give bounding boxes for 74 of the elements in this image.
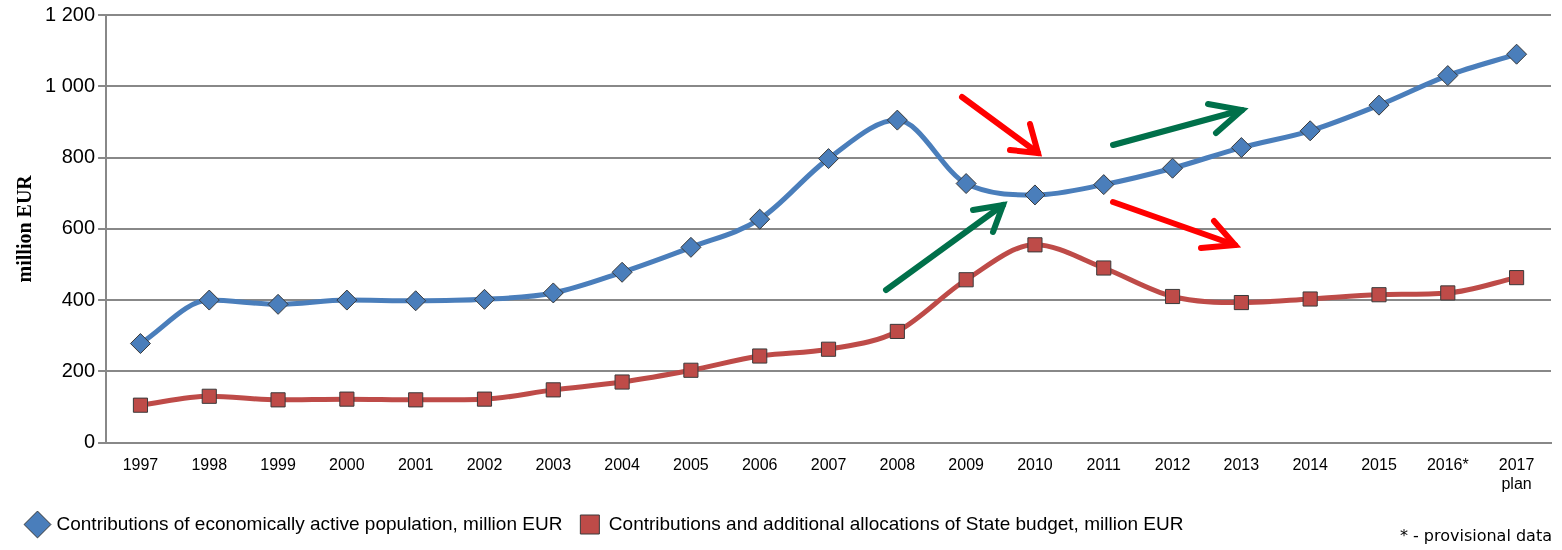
x-tick-label: 2004	[604, 455, 640, 473]
point	[132, 397, 149, 413]
point	[545, 382, 561, 398]
y-tick-label: 200	[61, 358, 96, 381]
x-tick-label: 2000	[329, 455, 365, 473]
point	[752, 348, 768, 364]
y-tick-label: 800	[61, 145, 96, 168]
x-tick-label: 1999	[260, 455, 296, 473]
x-tick-label: 2006	[741, 455, 778, 473]
point	[614, 374, 630, 390]
y-axis-title: million EUR	[13, 174, 36, 283]
legend-label: Contributions of economically active population, million EUR	[56, 512, 563, 534]
point	[886, 109, 908, 131]
point	[476, 391, 493, 407]
point	[1093, 174, 1115, 196]
x-tick-label: 1998	[191, 455, 228, 473]
x-tick-label: 2009	[948, 455, 985, 473]
point	[749, 208, 771, 230]
x-tick-label: 2011	[1086, 455, 1122, 473]
point	[336, 289, 358, 311]
y-tick-label: 1 200	[44, 2, 96, 25]
x-tick-label: 2012	[1154, 455, 1191, 473]
point	[473, 288, 495, 310]
point	[611, 261, 633, 283]
x-tick-label: 2008	[879, 455, 916, 473]
legend-label: Contributions and additional allocations of State budget, million EUR	[608, 512, 1184, 534]
point	[1437, 65, 1459, 87]
point	[1509, 270, 1525, 286]
x-tick-label: 1997	[122, 455, 159, 473]
x-tick-label: 2014	[1292, 455, 1329, 473]
x-tick-label: 2001	[397, 455, 434, 473]
point	[1440, 285, 1456, 301]
x-tick-label: 2007	[810, 455, 847, 473]
point	[889, 323, 905, 339]
x-tick-label: 2016*	[1426, 455, 1469, 473]
point	[267, 293, 289, 315]
point	[1162, 157, 1184, 179]
point	[1368, 94, 1390, 116]
x-tick-label: 2013	[1223, 455, 1260, 473]
x-tick-label: 2017 plan	[1498, 455, 1535, 492]
y-tick-label: 0	[83, 430, 96, 453]
y-tick-label: 400	[61, 287, 96, 310]
point	[1371, 287, 1387, 303]
point	[958, 272, 974, 288]
point	[1096, 260, 1112, 276]
point	[1233, 294, 1249, 311]
point	[1302, 291, 1318, 307]
point	[955, 173, 977, 195]
point	[198, 289, 220, 311]
point	[1230, 137, 1252, 159]
point	[129, 333, 151, 355]
point	[339, 391, 355, 407]
point	[270, 392, 286, 408]
point	[201, 388, 217, 404]
point	[405, 290, 427, 312]
x-tick-label: 2003	[535, 455, 572, 473]
point	[680, 236, 702, 258]
y-tick-label: 600	[61, 216, 96, 239]
point	[1027, 237, 1043, 253]
text: * - provisional data	[1399, 526, 1552, 545]
point	[408, 392, 424, 408]
x-tick-label: 2002	[466, 455, 503, 473]
point	[820, 341, 837, 357]
point	[1299, 120, 1321, 142]
point	[1024, 184, 1046, 206]
point	[1506, 43, 1528, 65]
point	[683, 362, 699, 378]
point	[1164, 288, 1181, 305]
point	[818, 148, 840, 170]
x-tick-label: 2005	[673, 455, 709, 473]
x-tick-label: 2010	[1017, 455, 1053, 473]
point	[542, 282, 564, 304]
x-tick-label: 2015	[1361, 455, 1397, 473]
y-tick-label: 1 000	[44, 73, 96, 96]
